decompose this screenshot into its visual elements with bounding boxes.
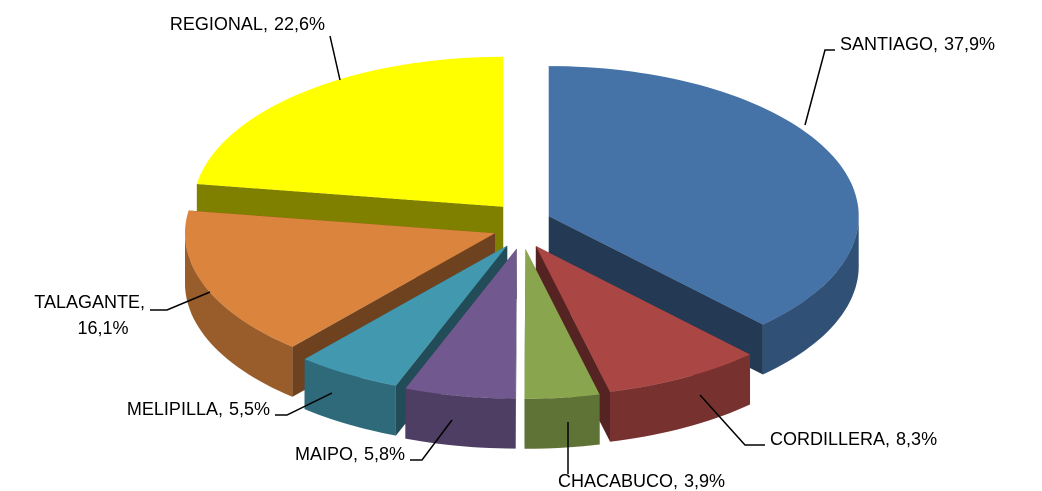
- slice-wall: [524, 394, 600, 449]
- data-label-value: 8,3%: [896, 429, 937, 449]
- slice-wall: [304, 359, 396, 436]
- data-label: CHACABUCO, 3,9%: [558, 471, 725, 491]
- data-label-value: 37,9%: [944, 34, 995, 54]
- slice-wall: [610, 354, 750, 442]
- slice-wall: [405, 388, 516, 449]
- data-label-category: MELIPILLA,: [127, 399, 223, 419]
- slice: [405, 248, 517, 449]
- data-label-value: 3,9%: [684, 471, 725, 491]
- data-label: MAIPO, 5,8%: [295, 444, 405, 464]
- data-label-value: 22,6%: [274, 14, 325, 34]
- leader-line: [329, 35, 341, 81]
- data-label: SANTIAGO, 37,9%: [840, 34, 995, 54]
- slice-top: [405, 248, 517, 399]
- data-label-value: 5,5%: [229, 399, 270, 419]
- slice-top: [548, 66, 859, 325]
- leader-line: [804, 49, 835, 126]
- data-label-value: 16,1%: [77, 318, 128, 338]
- data-label: CORDILLERA, 8,3%: [770, 429, 937, 449]
- leader-line: [410, 419, 453, 461]
- leader-line: [699, 394, 765, 446]
- leader-line: [150, 291, 211, 311]
- slice-top: [196, 56, 504, 207]
- data-label-category: TALAGANTE,: [34, 292, 145, 312]
- data-label: REGIONAL, 22,6%: [170, 14, 325, 34]
- data-label: MELIPILLA, 5,5%: [127, 399, 270, 419]
- slice-top: [304, 245, 508, 386]
- data-label-category: SANTIAGO,: [840, 34, 938, 54]
- data-label-category: MAIPO,: [295, 444, 358, 464]
- slice: [524, 248, 600, 449]
- data-label-category: REGIONAL,: [170, 14, 268, 34]
- leader-line: [275, 392, 333, 416]
- slice-top: [535, 246, 750, 392]
- slice-wall: [185, 233, 293, 397]
- slice-top: [185, 210, 495, 347]
- slice-top: [524, 248, 600, 399]
- data-label-category: CHACABUCO,: [558, 471, 678, 491]
- slice-wall: [762, 216, 859, 375]
- data-label-category: CORDILLERA,: [770, 429, 890, 449]
- data-label-value: 5,8%: [364, 444, 405, 464]
